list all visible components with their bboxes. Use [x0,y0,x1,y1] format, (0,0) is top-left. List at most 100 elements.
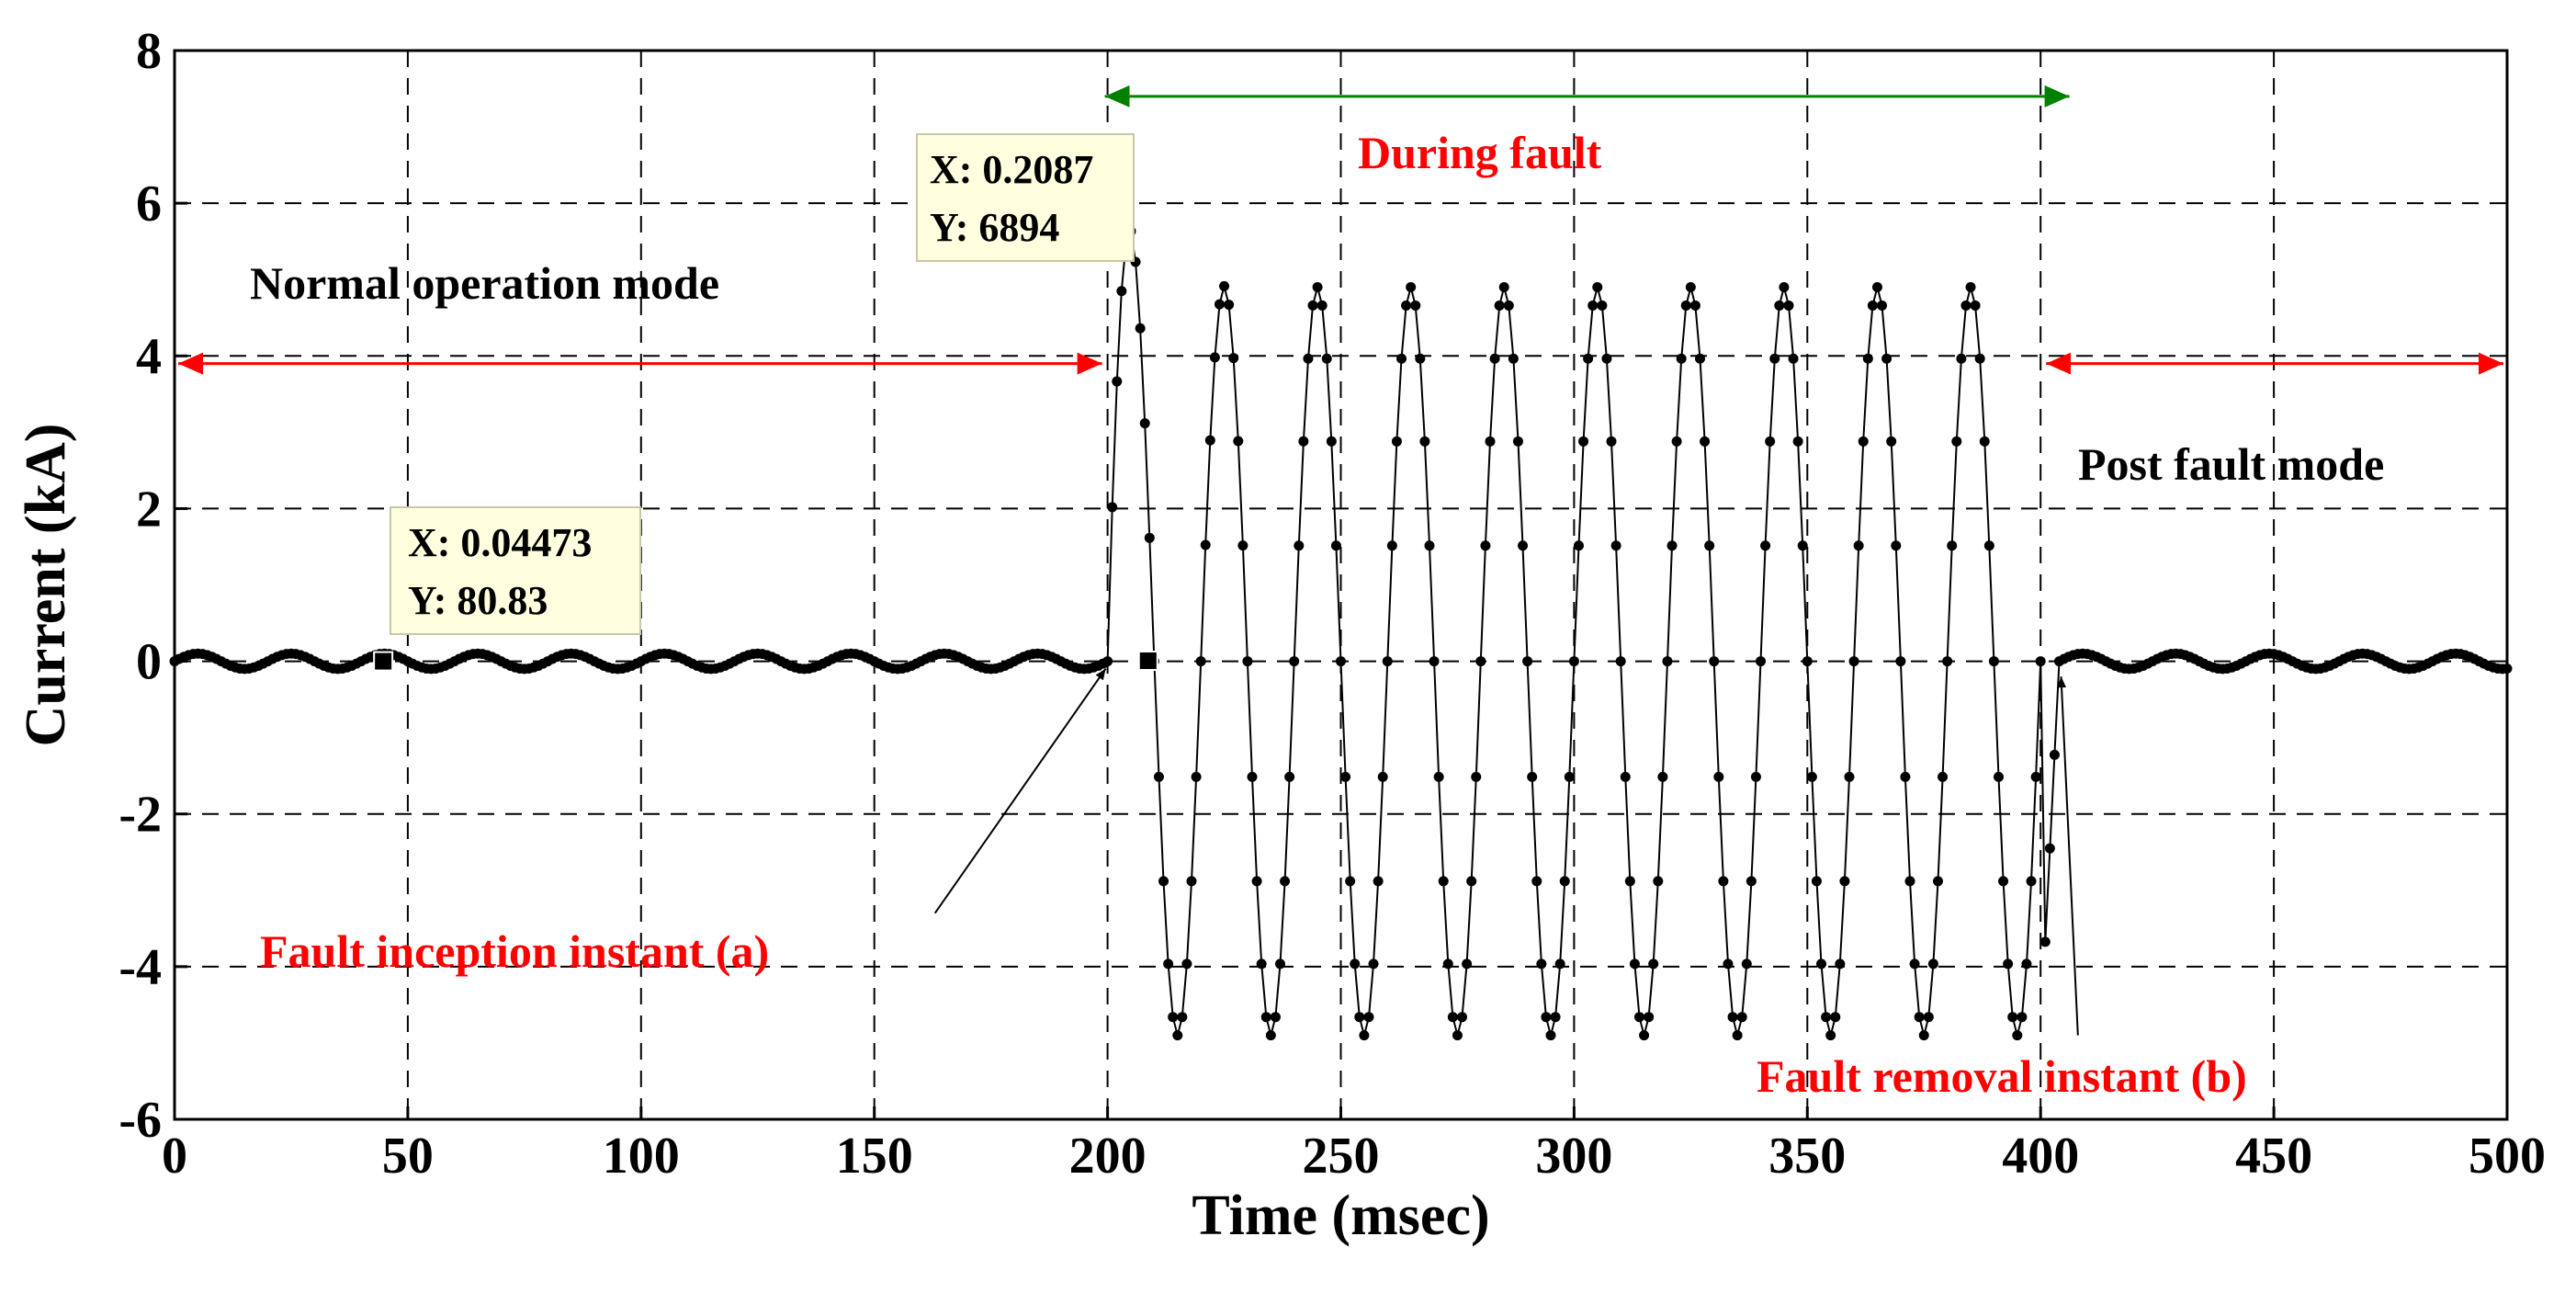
data-point [1260,1012,1271,1023]
data-point [1700,436,1711,447]
x-axis-label: Time (msec) [1192,1185,1489,1247]
data-point [1578,436,1589,447]
x-tick-label: 400 [2002,1128,2079,1185]
data-point [1522,656,1533,667]
data-point [1462,958,1473,970]
data-point [1377,771,1388,782]
data-point [1811,876,1822,887]
data-point [2017,1012,2028,1023]
y-tick-label: 4 [136,328,162,385]
data-point [1620,771,1631,782]
data-point [1853,540,1864,551]
data-point [1797,540,1808,551]
data-point [1806,771,1817,782]
data-point [1709,656,1720,667]
data-point [1429,656,1440,667]
data-point [1788,353,1799,364]
data-point [1354,1012,1365,1023]
data-point [1172,1030,1183,1041]
data-point [1419,436,1430,447]
data-point [1666,540,1678,551]
data-point [1363,1012,1374,1023]
data-point [1284,771,1295,782]
data-point [1848,656,1859,667]
data-point [1583,353,1594,364]
data-point [1508,353,1519,364]
data-point [1406,282,1417,293]
data-point [2012,1030,2023,1041]
data-point [1732,1030,1743,1041]
data-point [1932,876,1943,887]
data-point [1974,353,1985,364]
data-point [1242,656,1253,667]
data-point [1200,539,1211,550]
data-point [1545,1030,1556,1041]
data-point [1942,656,1953,667]
data-point [1624,876,1635,887]
data-point [1233,436,1244,447]
data-point [1457,1012,1468,1023]
data-point [1774,300,1785,311]
data-point [1816,958,1827,970]
data-point [1648,958,1659,970]
data-point [1835,958,1846,970]
x-tick-label: 350 [1768,1128,1846,1185]
data-point [1181,958,1192,970]
datatip-y-text: Y: 6894 [930,205,1059,250]
data-point [1858,436,1869,447]
data-point [1531,876,1542,887]
data-point [1891,540,1902,551]
data-point [1662,656,1673,667]
data-point [1993,771,2004,782]
data-point [1592,282,1603,293]
data-point [1321,353,1332,364]
x-axis-ticks: 0 50 100 150 200 250 300 350 400 450 500 [162,1106,2546,1185]
data-point [1862,353,1873,364]
data-point [1909,958,1920,970]
data-point [1298,436,1309,447]
data-point [1186,876,1197,887]
data-point [1927,958,1938,970]
annotations: Normal operation mode During fault Post … [178,85,2503,1102]
data-point [1326,436,1337,447]
data-point [1597,300,1608,311]
data-point [1312,282,1323,293]
data-point [1877,300,1888,311]
data-point [1727,1012,1738,1023]
data-point [1386,540,1397,551]
data-point [1265,1030,1276,1041]
data-point [1783,300,1794,311]
data-point [2007,1012,2018,1023]
data-point [1368,958,1379,970]
data-point [1601,353,1612,364]
data-point [1676,353,1687,364]
data-point [1447,1012,1458,1023]
data-point [1750,771,1761,782]
data-point [1498,282,1509,293]
data-point [1237,540,1248,551]
data-point [1527,771,1538,782]
removal-pointer-arrow [2057,676,2079,1036]
data-point [1191,771,1202,782]
y-tick-label: -4 [119,939,162,996]
datatips: X: 0.04473 Y: 80.83 X: 0.2087 Y: 6894 [373,133,1158,672]
data-point [1756,656,1767,667]
data-point [1541,1012,1552,1023]
data-point [1918,1030,1929,1041]
data-point [1382,656,1393,667]
data-point [2003,958,2014,970]
data-point [1401,300,1412,311]
data-point [1689,300,1700,311]
inception-pointer-arrow [933,667,1107,914]
data-point [1256,958,1267,970]
data-point [1839,876,1850,887]
data-point [1615,656,1626,667]
data-point [1294,540,1305,551]
data-point [1139,418,1150,429]
data-point [1629,958,1640,970]
x-tick-label: 50 [382,1128,434,1185]
data-point [1871,282,1882,293]
data-point [1657,771,1668,782]
datatip-y-text: Y: 80.83 [408,578,548,623]
